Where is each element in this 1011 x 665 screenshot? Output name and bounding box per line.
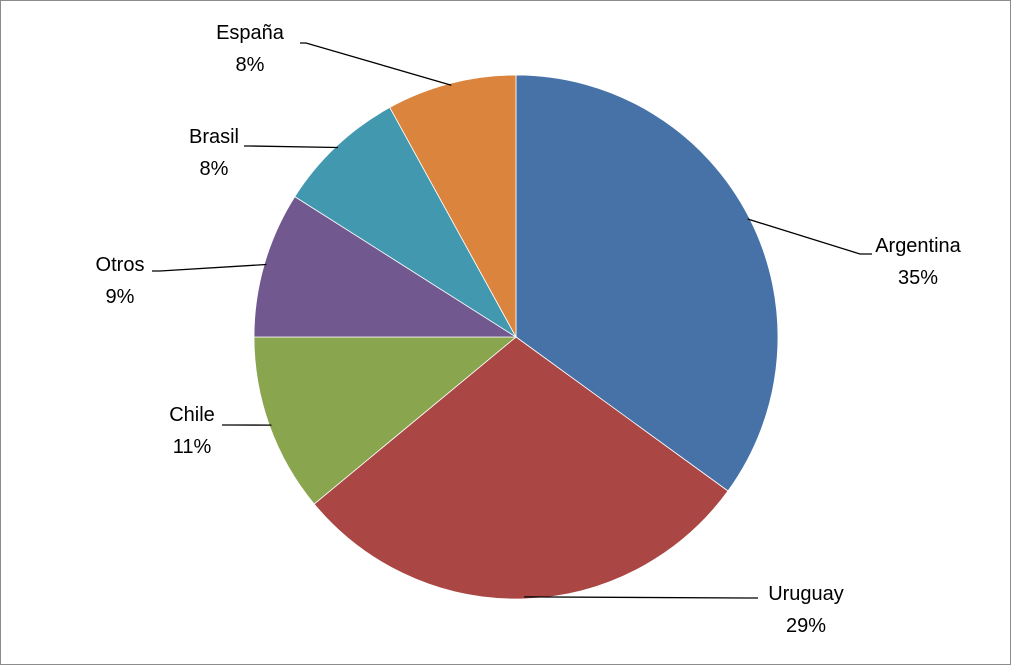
slice-category-label: Brasil bbox=[189, 126, 239, 148]
pie-slice-brasil bbox=[294, 106, 517, 338]
slice-percent-label: 9% bbox=[106, 286, 135, 308]
data-label-brasil: Brasil 8% bbox=[189, 126, 239, 180]
leader-lines-layer bbox=[152, 42, 872, 599]
pie-slice-chile bbox=[253, 336, 518, 505]
slice-category-label: Uruguay bbox=[768, 583, 844, 605]
slice-category-label: Argentina bbox=[875, 235, 961, 257]
slice-percent-label: 29% bbox=[786, 615, 826, 637]
slice-category-label: Chile bbox=[169, 404, 215, 426]
slice-category-label: España bbox=[216, 22, 285, 44]
slice-percent-label: 8% bbox=[200, 158, 229, 180]
slice-percent-label: 35% bbox=[898, 267, 938, 289]
leader-line-otros bbox=[152, 263, 267, 272]
slice-percent-label: 11% bbox=[173, 436, 212, 458]
pie-slice-argentina bbox=[515, 74, 779, 492]
pie-slice-uruguay bbox=[313, 336, 729, 600]
leader-line-uruguay bbox=[524, 596, 758, 599]
pie-slice-españa bbox=[389, 74, 517, 338]
slice-category-label: Otros bbox=[96, 254, 145, 276]
slices-layer bbox=[253, 74, 779, 600]
leader-line-argentina bbox=[747, 218, 872, 255]
data-label-españa: España 8% bbox=[216, 22, 285, 76]
leader-line-brasil bbox=[244, 145, 339, 149]
slice-percent-label: 8% bbox=[236, 54, 265, 76]
data-label-otros: Otros 9% bbox=[96, 254, 145, 308]
data-label-argentina: Argentina 35% bbox=[875, 235, 961, 289]
leader-line-españa bbox=[300, 42, 452, 86]
data-labels-layer: Argentina 35% Uruguay 29% Chile 11% Otros 9% Bra… bbox=[96, 22, 962, 637]
pie-slice-otros bbox=[253, 196, 518, 338]
data-label-chile: Chile 11% bbox=[169, 404, 215, 458]
data-label-uruguay: Uruguay 29% bbox=[768, 583, 844, 637]
